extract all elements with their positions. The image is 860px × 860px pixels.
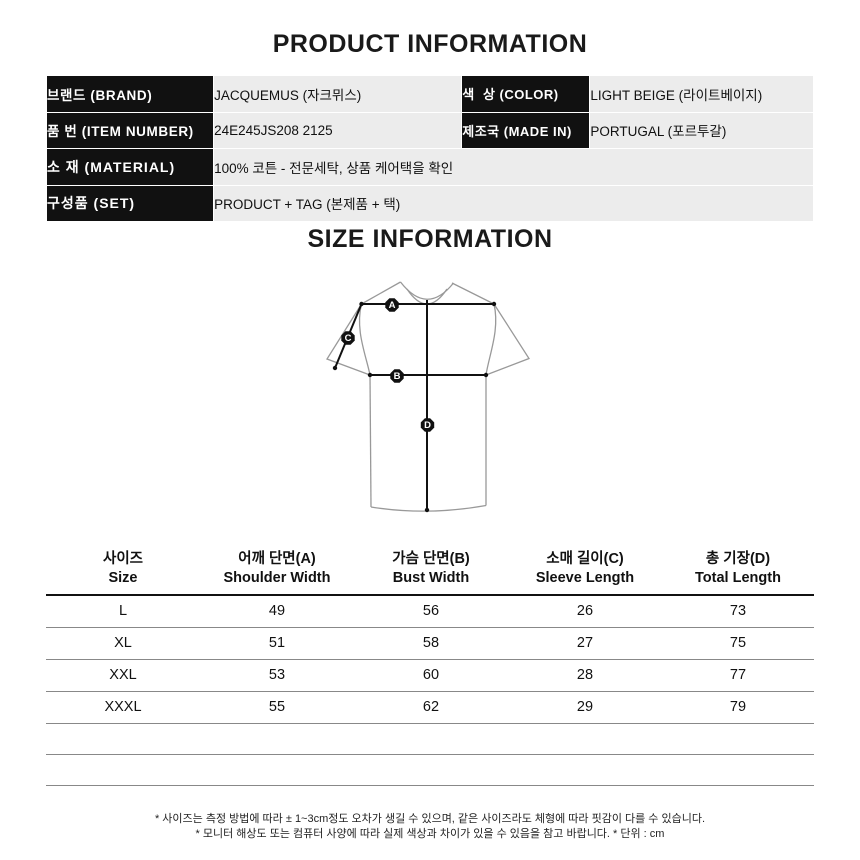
svg-text:B: B	[394, 371, 401, 382]
svg-text:A: A	[389, 300, 396, 311]
svg-text:D: D	[424, 420, 431, 431]
svg-text:C: C	[345, 333, 352, 344]
